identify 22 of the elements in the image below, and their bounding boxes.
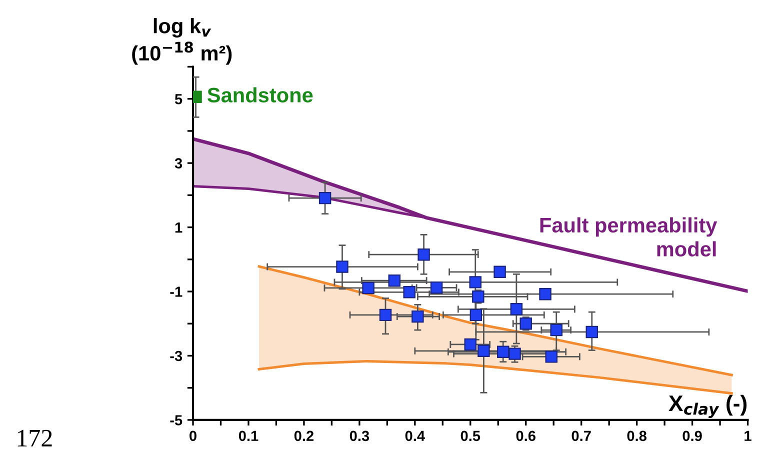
- y-tick-label: 1: [175, 222, 182, 233]
- x-tick-label: 0.6: [516, 430, 536, 442]
- x-tick-label: 1: [744, 430, 752, 441]
- y-tick-label: 5: [174, 94, 182, 104]
- x-tick-label: 0.7: [572, 430, 591, 442]
- series-label: Fault permeability model: [540, 217, 718, 257]
- x-tick-label: 0.5: [460, 430, 480, 442]
- x-tick-label: 0.2: [294, 430, 314, 442]
- series-label: Sandstone: [207, 87, 313, 103]
- y-tick-label: -1: [170, 286, 182, 297]
- x-axis-title: X$_{clay}$ (-): [668, 394, 747, 418]
- x-tick-label: 0.4: [405, 430, 425, 442]
- y-tick-label: -5: [170, 415, 182, 426]
- y-tick-label: 3: [174, 158, 182, 169]
- x-tick-label: 0.8: [627, 430, 647, 442]
- x-tick-label: 0: [190, 430, 196, 442]
- text: log k$_{v}$ (10$^{−18}$ m²): [132, 18, 232, 65]
- y-tick-label: -3: [170, 350, 182, 362]
- x-tick-label: 0.3: [350, 430, 370, 442]
- text: 172: [18, 430, 52, 446]
- x-tick-label: 0.9: [682, 430, 702, 442]
- x-tick-label: 0.1: [238, 430, 258, 442]
